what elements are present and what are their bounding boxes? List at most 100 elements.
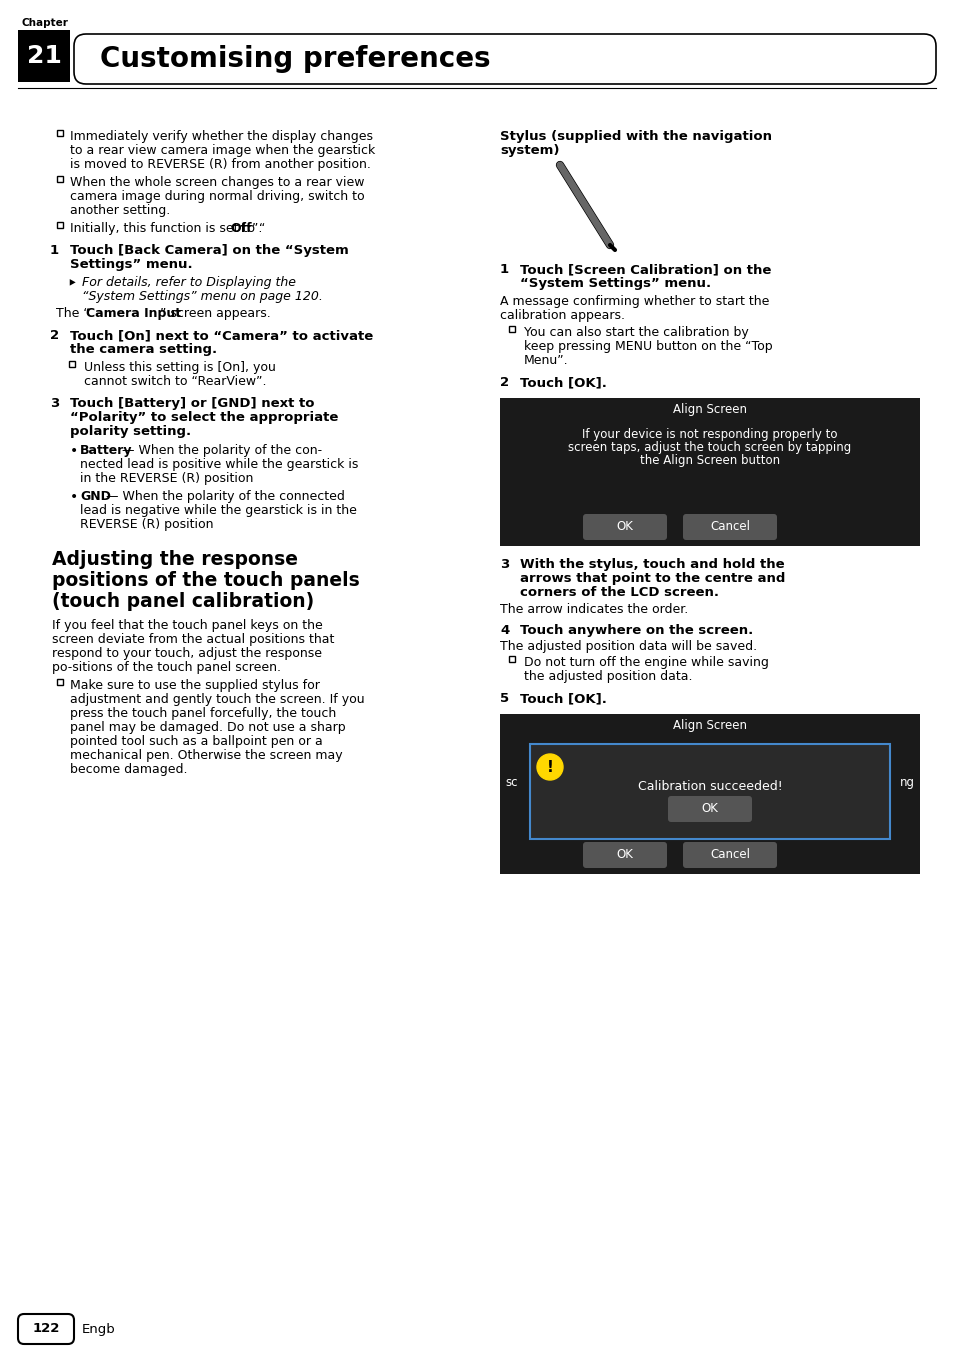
Text: Touch [On] next to “Camera” to activate: Touch [On] next to “Camera” to activate (70, 329, 373, 342)
Text: nected lead is positive while the gearstick is: nected lead is positive while the gearst… (80, 458, 358, 470)
Text: cannot switch to “RearView”.: cannot switch to “RearView”. (84, 375, 266, 388)
Text: — When the polarity of the con-: — When the polarity of the con- (122, 443, 322, 457)
Text: panel may be damaged. Do not use a sharp: panel may be damaged. Do not use a sharp (70, 721, 345, 734)
Text: system): system) (499, 145, 558, 157)
Text: Touch [Back Camera] on the “System: Touch [Back Camera] on the “System (70, 243, 349, 257)
Text: You can also start the calibration by: You can also start the calibration by (523, 326, 748, 339)
Text: Initially, this function is set to “: Initially, this function is set to “ (70, 222, 265, 235)
Text: Cancel: Cancel (709, 521, 749, 534)
FancyBboxPatch shape (582, 842, 666, 868)
Text: Unless this setting is [On], you: Unless this setting is [On], you (84, 361, 275, 375)
Text: screen taps, adjust the touch screen by tapping: screen taps, adjust the touch screen by … (568, 441, 851, 454)
Text: keep pressing MENU button on the “Top: keep pressing MENU button on the “Top (523, 339, 772, 353)
Text: 3: 3 (50, 397, 59, 410)
Bar (57, 679, 63, 685)
Circle shape (537, 754, 562, 780)
Text: respond to your touch, adjust the response: respond to your touch, adjust the respon… (52, 648, 322, 660)
Text: Touch [Battery] or [GND] next to: Touch [Battery] or [GND] next to (70, 397, 314, 410)
Text: 122: 122 (32, 1322, 60, 1336)
Text: the Align Screen button: the Align Screen button (639, 454, 780, 466)
Text: pointed tool such as a ballpoint pen or a: pointed tool such as a ballpoint pen or … (70, 735, 322, 748)
Text: REVERSE (R) position: REVERSE (R) position (80, 518, 213, 531)
Text: Cancel: Cancel (709, 849, 749, 861)
Text: 2: 2 (50, 329, 59, 342)
Bar (18, 30, 70, 82)
Text: is moved to REVERSE (R) from another position.: is moved to REVERSE (R) from another pos… (70, 158, 371, 170)
Text: •: • (70, 489, 78, 504)
FancyBboxPatch shape (74, 34, 935, 84)
Text: adjustment and gently touch the screen. If you: adjustment and gently touch the screen. … (70, 694, 364, 706)
Text: OK: OK (700, 803, 718, 815)
FancyBboxPatch shape (682, 842, 776, 868)
Text: Align Screen: Align Screen (672, 719, 746, 733)
Text: to a rear view camera image when the gearstick: to a rear view camera image when the gea… (70, 145, 375, 157)
Text: Touch [Screen Calibration] on the: Touch [Screen Calibration] on the (519, 264, 771, 276)
Text: the camera setting.: the camera setting. (70, 343, 217, 356)
Text: ‣: ‣ (66, 274, 76, 293)
Text: 3: 3 (499, 558, 509, 571)
Text: Touch anywhere on the screen.: Touch anywhere on the screen. (519, 625, 753, 637)
Text: 1: 1 (499, 264, 509, 276)
Text: camera image during normal driving, switch to: camera image during normal driving, swit… (70, 191, 364, 203)
Text: GND: GND (80, 489, 111, 503)
Text: ” screen appears.: ” screen appears. (160, 307, 271, 320)
Text: become damaged.: become damaged. (70, 763, 188, 776)
FancyBboxPatch shape (530, 744, 889, 840)
Text: the adjusted position data.: the adjusted position data. (523, 671, 692, 683)
Text: The “: The “ (56, 307, 90, 320)
Text: Engb: Engb (82, 1322, 115, 1336)
Text: OK: OK (616, 849, 633, 861)
Text: lead is negative while the gearstick is in the: lead is negative while the gearstick is … (80, 504, 356, 516)
Bar (69, 361, 75, 366)
Text: Adjusting the response: Adjusting the response (52, 550, 297, 569)
Text: !: ! (546, 760, 553, 775)
FancyBboxPatch shape (499, 397, 919, 546)
Text: Customising preferences: Customising preferences (100, 45, 490, 73)
Text: 1: 1 (50, 243, 59, 257)
FancyBboxPatch shape (499, 714, 919, 873)
Text: “Polarity” to select the appropriate: “Polarity” to select the appropriate (70, 411, 338, 425)
Text: If you feel that the touch panel keys on the: If you feel that the touch panel keys on… (52, 619, 322, 631)
Text: — When the polarity of the connected: — When the polarity of the connected (106, 489, 345, 503)
Text: arrows that point to the centre and: arrows that point to the centre and (519, 572, 784, 585)
Text: Do not turn off the engine while saving: Do not turn off the engine while saving (523, 656, 768, 669)
Text: po-sitions of the touch panel screen.: po-sitions of the touch panel screen. (52, 661, 281, 675)
Text: 4: 4 (499, 625, 509, 637)
Text: in the REVERSE (R) position: in the REVERSE (R) position (80, 472, 253, 485)
Text: press the touch panel forcefully, the touch: press the touch panel forcefully, the to… (70, 707, 335, 721)
FancyBboxPatch shape (667, 796, 751, 822)
Text: Immediately verify whether the display changes: Immediately verify whether the display c… (70, 130, 373, 143)
Text: (touch panel calibration): (touch panel calibration) (52, 592, 314, 611)
Text: •: • (70, 443, 78, 458)
Bar (57, 176, 63, 183)
Text: Calibration succeeded!: Calibration succeeded! (637, 780, 781, 792)
Bar (509, 326, 515, 333)
Bar (509, 656, 515, 662)
Text: ng: ng (899, 776, 914, 790)
Text: A message confirming whether to start the: A message confirming whether to start th… (499, 295, 768, 308)
Text: With the stylus, touch and hold the: With the stylus, touch and hold the (519, 558, 783, 571)
Bar (57, 222, 63, 228)
Text: The adjusted position data will be saved.: The adjusted position data will be saved… (499, 639, 757, 653)
Text: Off: Off (230, 222, 252, 235)
FancyBboxPatch shape (582, 514, 666, 539)
Text: sc: sc (504, 776, 517, 790)
Text: When the whole screen changes to a rear view: When the whole screen changes to a rear … (70, 176, 364, 189)
Text: Chapter: Chapter (22, 18, 69, 28)
Text: For details, refer to Displaying the: For details, refer to Displaying the (82, 276, 295, 289)
FancyBboxPatch shape (682, 514, 776, 539)
Text: another setting.: another setting. (70, 204, 170, 218)
Text: The arrow indicates the order.: The arrow indicates the order. (499, 603, 687, 617)
Text: screen deviate from the actual positions that: screen deviate from the actual positions… (52, 633, 334, 646)
Text: If your device is not responding properly to: If your device is not responding properl… (581, 429, 837, 441)
Bar (57, 130, 63, 137)
Text: Touch [OK].: Touch [OK]. (519, 692, 606, 704)
Text: 21: 21 (27, 45, 61, 68)
FancyBboxPatch shape (18, 1314, 74, 1344)
Text: Battery: Battery (80, 443, 132, 457)
Text: positions of the touch panels: positions of the touch panels (52, 571, 359, 589)
Text: Align Screen: Align Screen (672, 403, 746, 416)
Text: ”.: ”. (252, 222, 262, 235)
Text: corners of the LCD screen.: corners of the LCD screen. (519, 585, 719, 599)
Text: Menu”.: Menu”. (523, 354, 568, 366)
